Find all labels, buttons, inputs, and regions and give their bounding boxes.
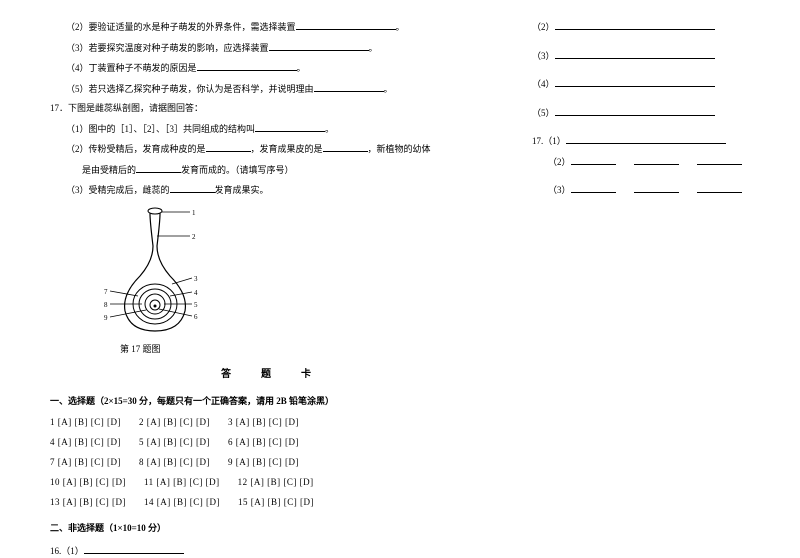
nmc-section-header: 二、非选择题（1×10=10 分） xyxy=(50,521,492,534)
q17-2a: （2）传粉受精后，发育成种皮的是，发育成果皮的是，新植物的幼体 xyxy=(50,142,492,157)
answer-blank: （2） xyxy=(532,155,770,170)
q17-3: （3）受精完成后，雌蕊的发育成果实。 xyxy=(50,183,492,198)
ans-17-1: 17.（1） xyxy=(532,134,770,149)
answer-blank: （2） xyxy=(532,20,770,35)
mc-rows: 1 [A] [B] [C] [D]2 [A] [B] [C] [D]3 [A] … xyxy=(50,417,492,507)
q17-2b: 是由受精后的发育而成的。（请填写序号） xyxy=(50,163,492,178)
svg-text:5: 5 xyxy=(194,301,198,309)
q17-stem: 17．下图是雌蕊纵剖图，请据图回答： xyxy=(50,102,492,116)
answer-card-title: 答 题 卡 xyxy=(50,365,492,380)
svg-text:2: 2 xyxy=(192,233,196,241)
figure-caption: 第 17 题图 xyxy=(120,342,492,355)
svg-text:1: 1 xyxy=(192,209,196,217)
svg-text:8: 8 xyxy=(104,301,108,309)
svg-text:3: 3 xyxy=(194,275,198,283)
answer-blank: （4） xyxy=(532,77,770,92)
mc-row: 13 [A] [B] [C] [D]14 [A] [B] [C] [D]15 [… xyxy=(50,497,492,507)
svg-text:6: 6 xyxy=(194,313,198,321)
q16-4: （4）丁装置种子不萌发的原因是。 xyxy=(50,61,492,76)
svg-text:7: 7 xyxy=(104,288,108,296)
svg-text:9: 9 xyxy=(104,314,108,322)
svg-text:4: 4 xyxy=(194,289,198,297)
q16-answer-1: 16.（1） xyxy=(50,544,492,558)
mc-row: 7 [A] [B] [C] [D]8 [A] [B] [C] [D]9 [A] … xyxy=(50,457,492,467)
mc-row: 10 [A] [B] [C] [D]11 [A] [B] [C] [D]12 [… xyxy=(50,477,492,487)
q17-1: （1）图中的［1］、［2］、［3］共同组成的结构叫。 xyxy=(50,122,492,137)
mc-row: 1 [A] [B] [C] [D]2 [A] [B] [C] [D]3 [A] … xyxy=(50,417,492,427)
q16-2: （2）要验证适量的水是种子萌发的外界条件，需选择装置。 xyxy=(50,20,492,35)
answer-blank: （5） xyxy=(532,106,770,121)
q16-3: （3）若要探究温度对种子萌发的影响，应选择装置。 xyxy=(50,41,492,56)
mc-section-header: 一、选择题（2×15=30 分，每题只有一个正确答案，请用 2B 铅笔涂黑） xyxy=(50,394,492,407)
pistil-figure: 7 8 9 1 2 3 4 5 6 xyxy=(100,206,492,338)
answer-blank: （3） xyxy=(532,49,770,64)
mc-row: 4 [A] [B] [C] [D]5 [A] [B] [C] [D]6 [A] … xyxy=(50,437,492,447)
answer-blank: （3） xyxy=(532,183,770,198)
q16-5: （5）若只选择乙探究种子萌发，你认为是否科学，并说明理由。 xyxy=(50,82,492,97)
